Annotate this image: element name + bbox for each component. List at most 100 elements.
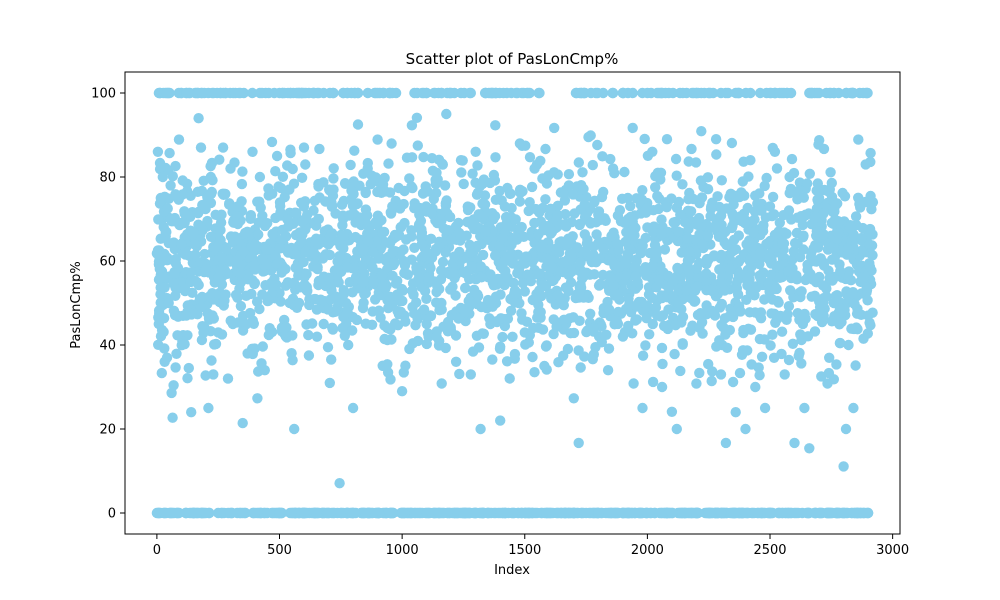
data-point <box>676 247 687 258</box>
data-point <box>823 186 834 197</box>
data-point <box>786 214 797 225</box>
data-point <box>661 134 673 145</box>
data-point <box>548 167 560 178</box>
data-point <box>235 268 246 279</box>
data-point <box>157 171 168 183</box>
data-point <box>650 302 662 313</box>
data-point <box>792 186 803 197</box>
data-point <box>857 245 868 256</box>
data-point-hundred <box>446 87 457 99</box>
data-point <box>766 269 777 280</box>
data-point <box>450 356 462 367</box>
data-point-zero <box>666 507 678 519</box>
data-point <box>567 189 579 200</box>
data-point <box>412 140 423 151</box>
data-point <box>232 292 243 303</box>
data-point-zero <box>159 507 170 519</box>
data-point <box>160 226 171 237</box>
data-point <box>362 210 373 221</box>
data-point <box>559 195 571 206</box>
data-point <box>338 243 349 254</box>
data-point <box>208 369 219 380</box>
data-point <box>170 160 181 172</box>
data-point <box>718 322 729 333</box>
data-point <box>657 358 668 370</box>
data-point <box>728 199 739 210</box>
data-point <box>497 232 509 243</box>
data-point-zero <box>507 507 518 519</box>
data-point <box>612 289 624 300</box>
data-point <box>812 178 823 189</box>
data-point <box>308 247 319 258</box>
data-point <box>252 393 263 404</box>
data-point <box>802 264 813 275</box>
data-point <box>328 184 339 195</box>
data-point-zero <box>691 507 702 519</box>
data-point <box>802 331 814 342</box>
data-point <box>271 258 283 269</box>
data-point <box>525 276 537 287</box>
data-point-zero <box>556 507 567 519</box>
data-point <box>198 327 209 338</box>
data-point <box>250 239 261 250</box>
data-point <box>333 277 344 288</box>
data-point <box>267 188 278 199</box>
data-point <box>575 362 586 373</box>
data-point <box>750 190 761 201</box>
data-point <box>734 269 746 280</box>
data-point <box>615 216 627 227</box>
data-point-hundred <box>755 87 766 99</box>
data-point-hundred <box>308 87 319 99</box>
data-point <box>443 225 454 236</box>
data-point <box>383 302 394 314</box>
data-point <box>200 264 212 275</box>
data-point <box>334 478 345 489</box>
data-point <box>475 423 486 435</box>
data-point <box>436 297 447 309</box>
data-point <box>669 348 680 360</box>
data-point <box>342 262 353 273</box>
data-point-hundred <box>328 87 339 99</box>
data-point <box>777 238 788 249</box>
data-point-hundred <box>384 87 396 99</box>
data-point <box>465 369 476 380</box>
data-point <box>339 178 351 189</box>
data-point <box>303 350 315 361</box>
data-point <box>516 308 527 319</box>
data-point <box>382 359 393 370</box>
data-point <box>437 256 449 268</box>
data-point <box>675 365 686 377</box>
data-point <box>544 255 555 266</box>
data-point-zero <box>286 507 297 519</box>
data-point <box>578 268 589 279</box>
data-point <box>220 188 231 200</box>
data-point <box>386 138 397 149</box>
data-point <box>568 393 579 404</box>
data-point <box>206 355 217 366</box>
data-point <box>693 212 705 224</box>
data-point <box>332 256 343 267</box>
points-layer <box>151 87 879 519</box>
data-point <box>311 233 322 244</box>
data-point <box>485 318 496 330</box>
data-point <box>517 278 529 289</box>
data-point <box>370 217 381 228</box>
data-point <box>825 167 836 178</box>
data-point-zero <box>752 507 763 519</box>
data-point <box>487 354 498 365</box>
data-point-hundred <box>207 87 218 99</box>
data-point <box>637 402 648 414</box>
data-point <box>702 184 714 195</box>
x-tick-label: 1000 <box>386 543 419 558</box>
y-tick-label: 80 <box>99 171 116 186</box>
data-point <box>314 143 325 155</box>
data-point <box>656 381 668 393</box>
data-point <box>379 172 390 184</box>
y-tick-label: 40 <box>99 339 116 354</box>
data-point-zero <box>703 507 714 519</box>
data-point <box>702 230 714 242</box>
data-point <box>395 222 406 233</box>
data-point <box>351 314 363 326</box>
data-point <box>200 203 211 215</box>
